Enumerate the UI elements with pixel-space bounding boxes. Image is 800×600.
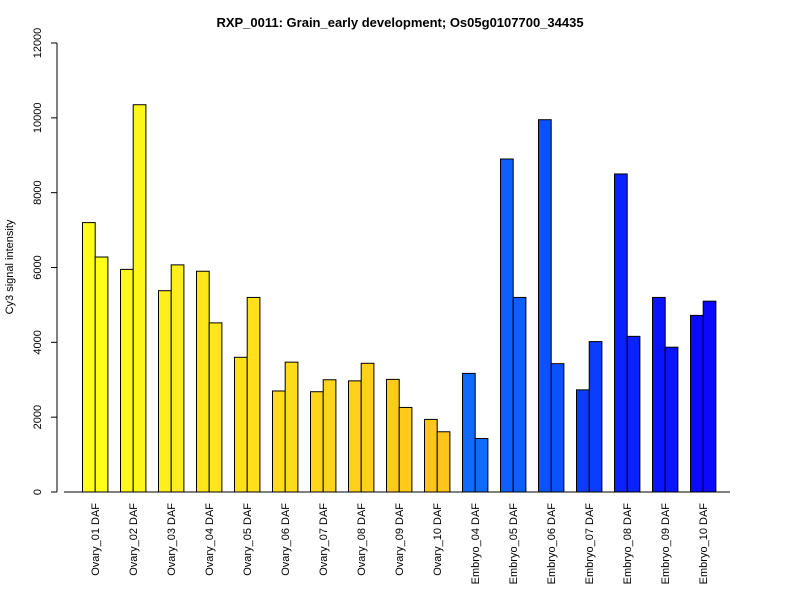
bars-group [82, 104, 717, 493]
bar-11-0 [500, 158, 514, 493]
chart-title: RXP_0011: Grain_early development; Os05g… [216, 15, 583, 30]
bar-3-0 [196, 270, 210, 493]
bar-0-1 [94, 256, 109, 493]
bar-12-0 [538, 119, 552, 493]
bar-7-1 [360, 362, 375, 493]
bar-3-1 [208, 322, 223, 493]
bar-16-1 [702, 300, 717, 493]
category-label: Ovary_08 DAF [356, 503, 368, 576]
bar-14-1 [626, 335, 641, 493]
category-label: Ovary_06 DAF [280, 503, 292, 576]
bar-7-0 [348, 380, 362, 493]
bar-14-0 [614, 173, 628, 493]
bar-9-0 [424, 418, 438, 493]
category-label: Ovary_01 DAF [90, 503, 102, 576]
category-label: Embryo_05 DAF [508, 503, 520, 585]
bar-11-1 [512, 296, 527, 493]
y-axis-label: Cy3 signal intensity [4, 219, 16, 314]
bar-8-1 [398, 406, 413, 493]
category-label: Ovary_05 DAF [242, 503, 254, 576]
category-label: Embryo_08 DAF [622, 503, 634, 585]
bar-10-1 [474, 437, 489, 493]
y-tick-label: 4000 [32, 330, 44, 354]
category-label: Embryo_09 DAF [660, 503, 672, 585]
y-tick-label: 0 [32, 489, 44, 495]
bar-6-1 [322, 379, 337, 493]
category-label: Embryo_07 DAF [584, 503, 596, 585]
bar-8-0 [386, 378, 400, 493]
bar-16-0 [690, 314, 704, 493]
bar-12-1 [550, 363, 565, 493]
y-tick-label: 12000 [32, 28, 44, 59]
bar-6-0 [310, 391, 324, 493]
category-labels: Ovary_01 DAF Ovary_02 DAF Ovary_03 DAF Ovar… [90, 503, 710, 585]
bar-9-1 [436, 431, 451, 493]
bar-13-1 [588, 341, 603, 493]
category-label: Embryo_04 DAF [470, 503, 482, 585]
bar-5-1 [284, 361, 299, 493]
y-tick-label: 2000 [32, 405, 44, 429]
bar-0-0 [82, 222, 96, 493]
category-label: Embryo_10 DAF [698, 503, 710, 585]
bar-13-0 [576, 389, 590, 493]
bar-10-0 [462, 372, 476, 493]
bar-4-1 [246, 296, 261, 493]
category-label: Embryo_06 DAF [546, 503, 558, 585]
bar-5-0 [272, 390, 286, 493]
y-tick-label: 6000 [32, 255, 44, 279]
bar-2-1 [170, 264, 185, 493]
y-axis: 0 2000 4000 6000 8000 10000 12000 [32, 28, 58, 495]
category-label: Ovary_03 DAF [166, 503, 178, 576]
bar-15-1 [664, 346, 679, 493]
bar-1-1 [132, 104, 147, 493]
category-label: Ovary_10 DAF [432, 503, 444, 576]
bar-2-0 [158, 290, 172, 493]
bar-4-0 [234, 356, 248, 493]
category-label: Ovary_04 DAF [204, 503, 216, 576]
category-label: Ovary_02 DAF [128, 503, 140, 576]
bar-15-0 [652, 296, 666, 493]
bar-1-0 [120, 268, 134, 493]
category-label: Ovary_07 DAF [318, 503, 330, 576]
category-label: Ovary_09 DAF [394, 503, 406, 576]
y-tick-label: 10000 [32, 103, 44, 134]
y-tick-label: 8000 [32, 180, 44, 204]
